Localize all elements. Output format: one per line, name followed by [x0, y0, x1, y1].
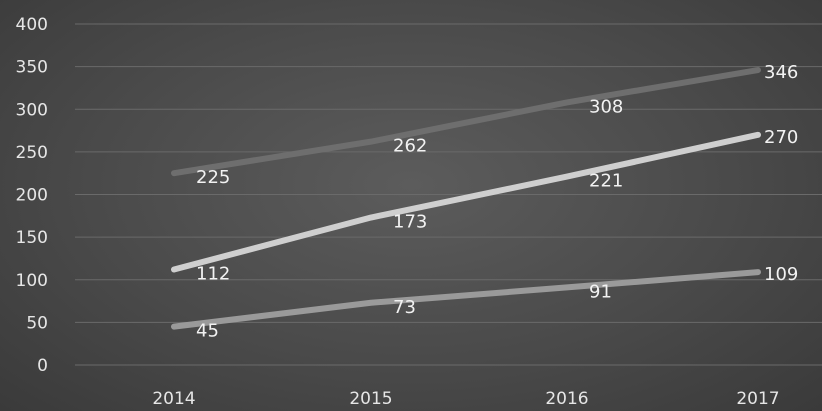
- series-line: [171, 67, 761, 177]
- y-tick-label: 200: [16, 186, 48, 206]
- axis-layer: 0 50 100 150 200 250 300 350 400 2014 2015 2016 2017: [16, 15, 780, 409]
- series-line: [171, 269, 761, 330]
- series-layer: [171, 67, 761, 330]
- data-point: [172, 324, 176, 329]
- data-point: [756, 132, 760, 137]
- data-point: [565, 100, 569, 105]
- data-point: [172, 171, 176, 176]
- data-point: [369, 300, 373, 305]
- data-point: [172, 267, 176, 272]
- data-label: 173: [393, 212, 427, 233]
- data-label: 221: [589, 171, 623, 192]
- data-point: [565, 285, 569, 290]
- x-tick-label: 2017: [736, 389, 779, 409]
- y-tick-label: 150: [16, 228, 48, 248]
- data-point: [756, 270, 760, 275]
- x-tick-label: 2014: [152, 389, 195, 409]
- data-label: 262: [393, 136, 427, 157]
- label-layer: 225 262 308 346 112 173 221 270 45 73 91 109: [196, 62, 798, 342]
- data-label: 225: [196, 167, 230, 188]
- y-tick-label: 250: [16, 143, 48, 163]
- x-tick-label: 2016: [545, 389, 588, 409]
- data-point: [756, 68, 760, 73]
- data-label: 91: [589, 281, 612, 302]
- data-point: [565, 174, 569, 179]
- data-point: [369, 215, 373, 220]
- data-point: [369, 139, 373, 144]
- data-label: 112: [196, 264, 230, 285]
- y-tick-label: 50: [26, 313, 48, 333]
- y-tick-label: 300: [16, 100, 48, 120]
- y-tick-label: 100: [16, 271, 48, 291]
- data-label: 73: [393, 297, 416, 318]
- y-tick-label: 0: [37, 356, 48, 376]
- y-tick-label: 400: [16, 15, 48, 35]
- data-label: 109: [764, 264, 798, 285]
- data-label: 45: [196, 321, 219, 342]
- data-label: 308: [589, 96, 623, 117]
- x-tick-label: 2015: [349, 389, 392, 409]
- series-line: [171, 131, 761, 273]
- y-tick-label: 350: [16, 58, 48, 78]
- data-label: 270: [764, 127, 798, 148]
- data-label: 346: [764, 62, 798, 83]
